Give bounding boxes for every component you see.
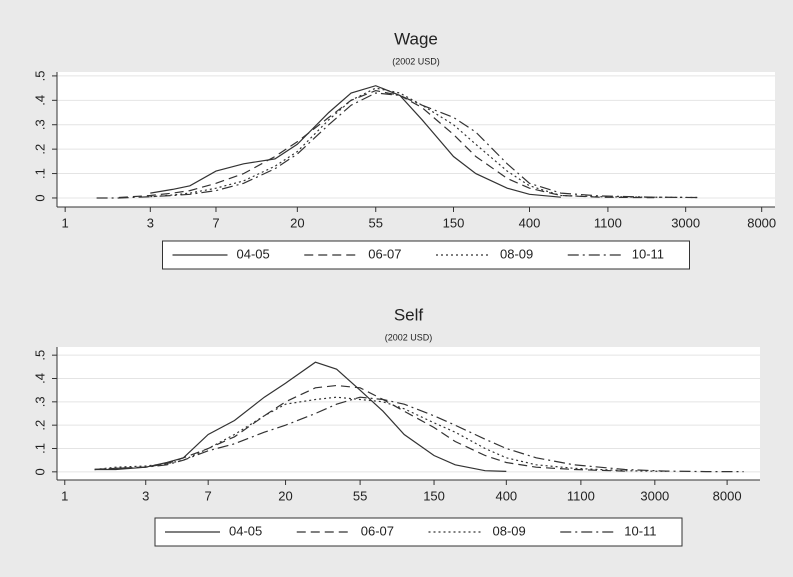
x-tick-label: 55 <box>353 488 367 503</box>
legend-label: 08-09 <box>493 523 526 538</box>
series-line <box>150 85 561 198</box>
x-tick-label: 3000 <box>671 215 700 230</box>
series-line <box>94 361 507 472</box>
series-line <box>96 92 698 199</box>
x-tick-label: 20 <box>278 488 292 503</box>
legend-label: 06-07 <box>361 523 394 538</box>
plot-area <box>57 72 775 207</box>
y-tick-label: .1 <box>32 168 47 179</box>
y-tick-label: .5 <box>32 70 47 81</box>
x-tick-label: 8000 <box>713 488 742 503</box>
legend-label: 10-11 <box>632 246 664 261</box>
y-tick-label: .3 <box>32 396 47 407</box>
legend <box>162 240 690 270</box>
legend-label: 10-11 <box>624 523 656 538</box>
series-line <box>94 396 744 473</box>
x-tick-label: 1100 <box>594 215 622 230</box>
x-tick-label: 20 <box>290 215 304 230</box>
series-line <box>150 87 698 199</box>
x-tick-label: 55 <box>369 215 383 230</box>
y-tick-label: .5 <box>32 350 47 361</box>
chart-title: Wage <box>394 29 438 48</box>
y-tick-label: .4 <box>32 95 47 106</box>
x-tick-label: 400 <box>519 215 541 230</box>
x-tick-label: 3 <box>147 215 154 230</box>
x-tick-label: 400 <box>495 488 517 503</box>
x-tick-label: 8000 <box>747 215 776 230</box>
chart-subtitle: (2002 USD) <box>392 56 440 66</box>
series-line <box>118 89 655 199</box>
series-line <box>94 384 625 472</box>
x-tick-label: 3000 <box>640 488 669 503</box>
x-tick-label: 150 <box>423 488 445 503</box>
chart-subtitle: (2002 USD) <box>385 332 433 342</box>
x-tick-label: 1 <box>62 215 69 230</box>
x-tick-label: 1100 <box>567 488 595 503</box>
x-tick-label: 7 <box>205 488 212 503</box>
chart-title: Self <box>394 305 424 324</box>
x-tick-label: 1 <box>61 488 68 503</box>
y-tick-label: .2 <box>32 144 47 155</box>
legend <box>154 517 683 547</box>
legend-label: 06-07 <box>368 246 401 261</box>
y-tick-label: .1 <box>32 443 47 454</box>
legend-label: 04-05 <box>237 246 270 261</box>
y-tick-label: .2 <box>32 420 47 431</box>
y-tick-label: .4 <box>32 373 47 384</box>
legend-label: 08-09 <box>500 246 533 261</box>
legend-label: 04-05 <box>229 523 262 538</box>
x-tick-label: 150 <box>443 215 465 230</box>
y-tick-label: .3 <box>32 119 47 130</box>
x-tick-label: 3 <box>142 488 149 503</box>
series-line <box>94 396 667 472</box>
y-tick-label: 0 <box>32 194 47 201</box>
x-tick-label: 7 <box>212 215 219 230</box>
y-tick-label: 0 <box>32 468 47 475</box>
